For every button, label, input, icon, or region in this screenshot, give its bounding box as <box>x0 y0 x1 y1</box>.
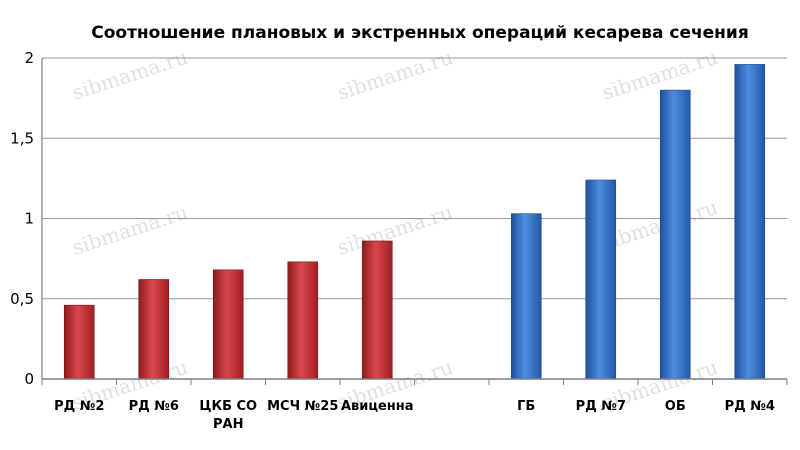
bar <box>138 279 170 380</box>
bar <box>585 179 617 380</box>
watermark-text: sibmama.ru <box>334 200 456 260</box>
y-tick-label: 1,5 <box>10 129 34 147</box>
watermark-text: sibmama.ru <box>334 45 456 105</box>
watermark-text: sibmama.ru <box>69 45 191 105</box>
x-axis-labels: РД №2 РД №6 ЦКБ СО РАН МСЧ №25 Авиценна ГБ РД №… <box>54 399 775 432</box>
bar <box>659 89 691 380</box>
x-tick-label: РД №7 <box>576 399 626 414</box>
x-axis <box>41 58 788 385</box>
bar <box>63 304 95 380</box>
y-tick-label: 0 <box>24 370 34 388</box>
x-tick-label: МСЧ №25 <box>267 399 338 414</box>
x-tick-label: РАН <box>213 417 243 432</box>
chart-title: Соотношение плановых и экстренных операц… <box>91 23 749 43</box>
x-tick-label: РД №4 <box>725 399 775 414</box>
y-tick-label: 0,5 <box>10 290 34 308</box>
x-tick-label: ОБ <box>665 399 686 414</box>
x-tick-label: ЦКБ СО <box>199 399 257 414</box>
y-tick-label: 2 <box>24 49 34 67</box>
watermark-text: sibmama.ru <box>69 200 191 260</box>
y-tick-label: 1 <box>24 210 34 228</box>
bar <box>287 261 319 380</box>
bar <box>212 269 244 380</box>
y-axis-ticks: 0 0,5 1 1,5 2 <box>10 49 34 388</box>
x-tick-label: РД №2 <box>54 399 104 414</box>
bar <box>734 64 766 380</box>
x-tick-label: РД №6 <box>129 399 179 414</box>
x-tick-label: Авиценна <box>341 399 414 414</box>
bars <box>63 64 766 380</box>
bar <box>361 240 393 380</box>
bar <box>510 213 542 380</box>
x-tick-label: ГБ <box>517 399 535 414</box>
